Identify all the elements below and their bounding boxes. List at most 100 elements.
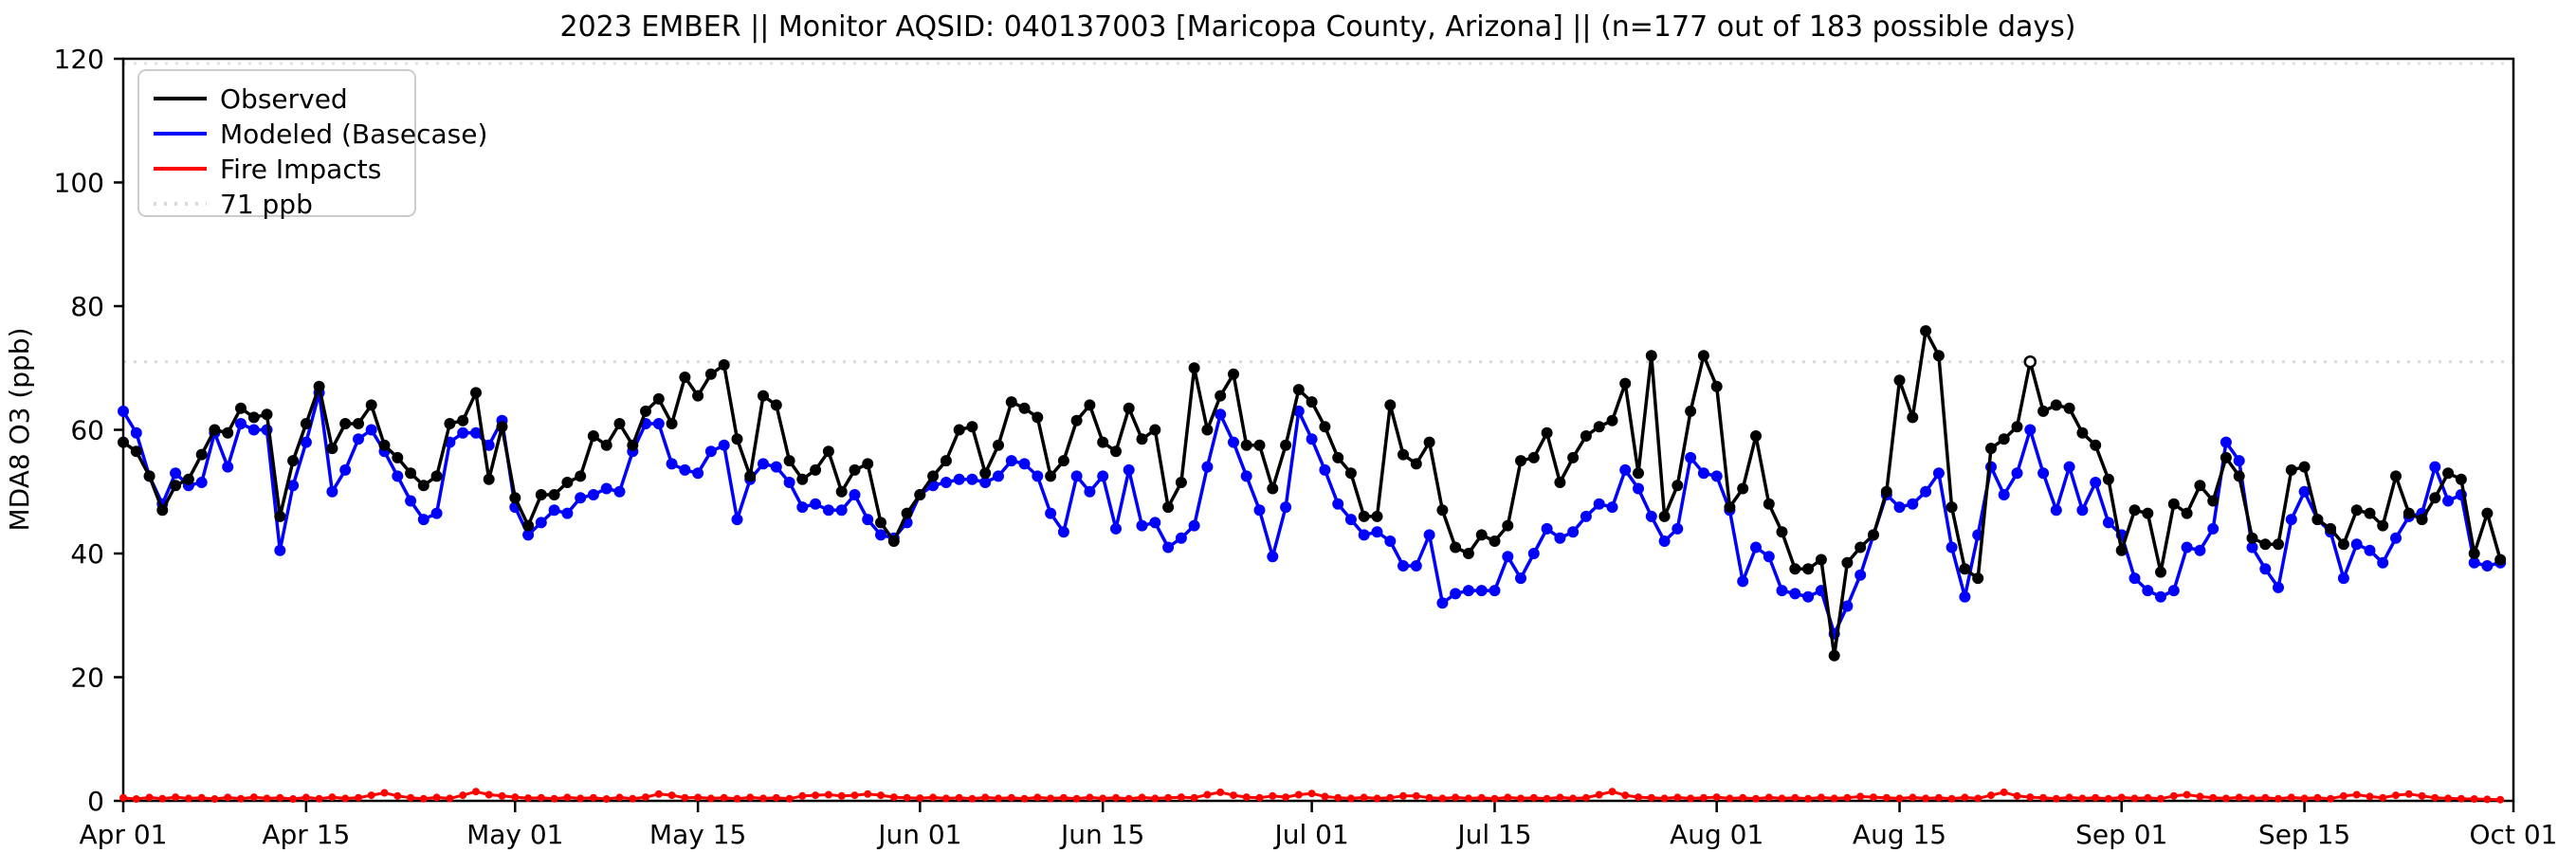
series-marker-fire-impacts xyxy=(654,789,663,798)
series-marker-observed xyxy=(1841,556,1854,569)
series-marker-modeled-basecase- xyxy=(953,473,965,485)
series-marker-modeled-basecase- xyxy=(2063,461,2075,473)
series-marker-modeled-basecase- xyxy=(822,504,834,517)
series-marker-fire-impacts xyxy=(576,794,585,803)
series-marker-observed xyxy=(1750,430,1762,442)
series-marker-modeled-basecase- xyxy=(1162,541,1175,554)
series-marker-observed xyxy=(1567,451,1580,463)
series-marker-observed xyxy=(1306,396,1318,408)
series-marker-fire-impacts xyxy=(602,795,611,803)
series-marker-fire-impacts xyxy=(1373,794,1381,803)
series-marker-modeled-basecase- xyxy=(666,458,678,470)
series-marker-modeled-basecase- xyxy=(2076,504,2089,517)
series-marker-fire-impacts xyxy=(407,793,415,802)
series-marker-observed xyxy=(822,445,834,458)
series-marker-fire-impacts xyxy=(785,794,794,803)
x-tick-label: Jun 01 xyxy=(876,819,961,850)
series-marker-fire-impacts xyxy=(681,793,689,802)
series-marker-modeled-basecase- xyxy=(1136,519,1148,532)
series-marker-fire-impacts xyxy=(1282,793,1290,802)
series-marker-observed xyxy=(378,439,391,451)
series-marker-fire-impacts xyxy=(1843,793,1852,802)
series-marker-observed xyxy=(2115,544,2128,556)
series-marker-observed xyxy=(1398,448,1409,461)
series-marker-modeled-basecase- xyxy=(417,514,429,526)
series-marker-fire-impacts xyxy=(2444,794,2453,803)
legend-label-fire-impacts: Fire Impacts xyxy=(220,154,381,185)
series-marker-modeled-basecase- xyxy=(875,529,886,541)
series-marker-modeled-basecase- xyxy=(783,477,795,488)
series-marker-fire-impacts xyxy=(2379,793,2387,802)
series-marker-modeled-basecase- xyxy=(2481,560,2494,572)
series-marker-observed xyxy=(1018,402,1031,414)
series-marker-observed xyxy=(1450,541,1462,554)
series-marker-fire-impacts xyxy=(197,793,206,802)
series-marker-observed xyxy=(1228,368,1239,380)
series-marker-observed xyxy=(1489,535,1501,547)
series-marker-observed xyxy=(143,470,155,482)
series-marker-observed xyxy=(862,458,874,470)
series-marker-observed xyxy=(2455,473,2467,485)
series-marker-fire-impacts xyxy=(2404,789,2413,798)
series-marker-observed xyxy=(1032,411,1044,424)
series-marker-fire-impacts xyxy=(2026,793,2035,802)
y-axis-label: MDA8 O3 (ppb) xyxy=(4,327,35,531)
series-marker-fire-impacts xyxy=(2000,788,2008,796)
series-marker-modeled-basecase- xyxy=(1436,597,1449,609)
series-marker-modeled-basecase- xyxy=(600,482,612,495)
y-tick-label: 20 xyxy=(70,662,104,694)
series-marker-fire-impacts xyxy=(798,791,807,800)
series-marker-fire-impacts xyxy=(889,793,898,802)
series-marker-fire-impacts xyxy=(1255,793,1264,802)
series-marker-observed xyxy=(130,445,142,458)
series-marker-modeled-basecase- xyxy=(1658,535,1671,547)
y-tick-label: 120 xyxy=(54,44,104,75)
series-marker-fire-impacts xyxy=(380,789,389,797)
series-marker-observed xyxy=(2273,538,2284,551)
series-marker-observed xyxy=(2050,399,2062,411)
series-marker-observed xyxy=(2167,498,2180,510)
series-marker-modeled-basecase- xyxy=(548,504,560,517)
series-marker-modeled-basecase- xyxy=(940,477,952,488)
series-marker-modeled-basecase- xyxy=(2442,495,2455,507)
legend-label-modeled-basecase-: Modeled (Basecase) xyxy=(220,118,487,150)
series-marker-observed xyxy=(1410,458,1422,470)
series-marker-modeled-basecase- xyxy=(1475,585,1488,597)
series-marker-observed xyxy=(2429,492,2441,504)
series-marker-observed xyxy=(1110,445,1122,458)
series-marker-modeled-basecase- xyxy=(118,405,129,417)
series-marker-modeled-basecase- xyxy=(1371,526,1383,538)
series-marker-fire-impacts xyxy=(315,794,323,803)
series-marker-fire-impacts xyxy=(929,793,938,802)
series-marker-observed xyxy=(770,399,782,411)
series-marker-observed xyxy=(1215,390,1227,402)
series-marker-modeled-basecase- xyxy=(1228,436,1239,448)
series-marker-fire-impacts xyxy=(2483,795,2492,804)
series-marker-modeled-basecase- xyxy=(1776,585,1788,597)
series-marker-modeled-basecase- xyxy=(2273,581,2284,593)
series-marker-modeled-basecase- xyxy=(679,463,691,476)
series-marker-observed xyxy=(2233,470,2245,482)
series-marker-observed xyxy=(1710,380,1723,392)
x-tick-label: Jul 01 xyxy=(1272,819,1348,850)
series-marker-observed xyxy=(235,402,247,414)
x-tick-label: Aug 01 xyxy=(1670,819,1763,850)
series-marker-modeled-basecase- xyxy=(1057,526,1069,538)
series-marker-observed xyxy=(1070,414,1083,426)
series-marker-fire-impacts xyxy=(1490,794,1499,803)
series-marker-fire-impacts xyxy=(1569,794,1578,803)
series-marker-fire-impacts xyxy=(249,793,258,802)
series-marker-observed xyxy=(509,492,521,504)
series-marker-fire-impacts xyxy=(615,793,624,802)
series-marker-modeled-basecase- xyxy=(1606,501,1618,514)
series-marker-observed xyxy=(2311,514,2324,526)
series-marker-fire-impacts xyxy=(1386,793,1395,802)
series-marker-modeled-basecase- xyxy=(1998,489,2010,500)
series-marker-observed xyxy=(1541,426,1553,439)
series-marker-modeled-basecase- xyxy=(1946,541,1958,554)
series-marker-fire-impacts xyxy=(1059,793,1068,802)
series-marker-fire-impacts xyxy=(1726,794,1734,803)
series-marker-modeled-basecase- xyxy=(1527,548,1540,559)
series-marker-observed xyxy=(326,443,338,455)
